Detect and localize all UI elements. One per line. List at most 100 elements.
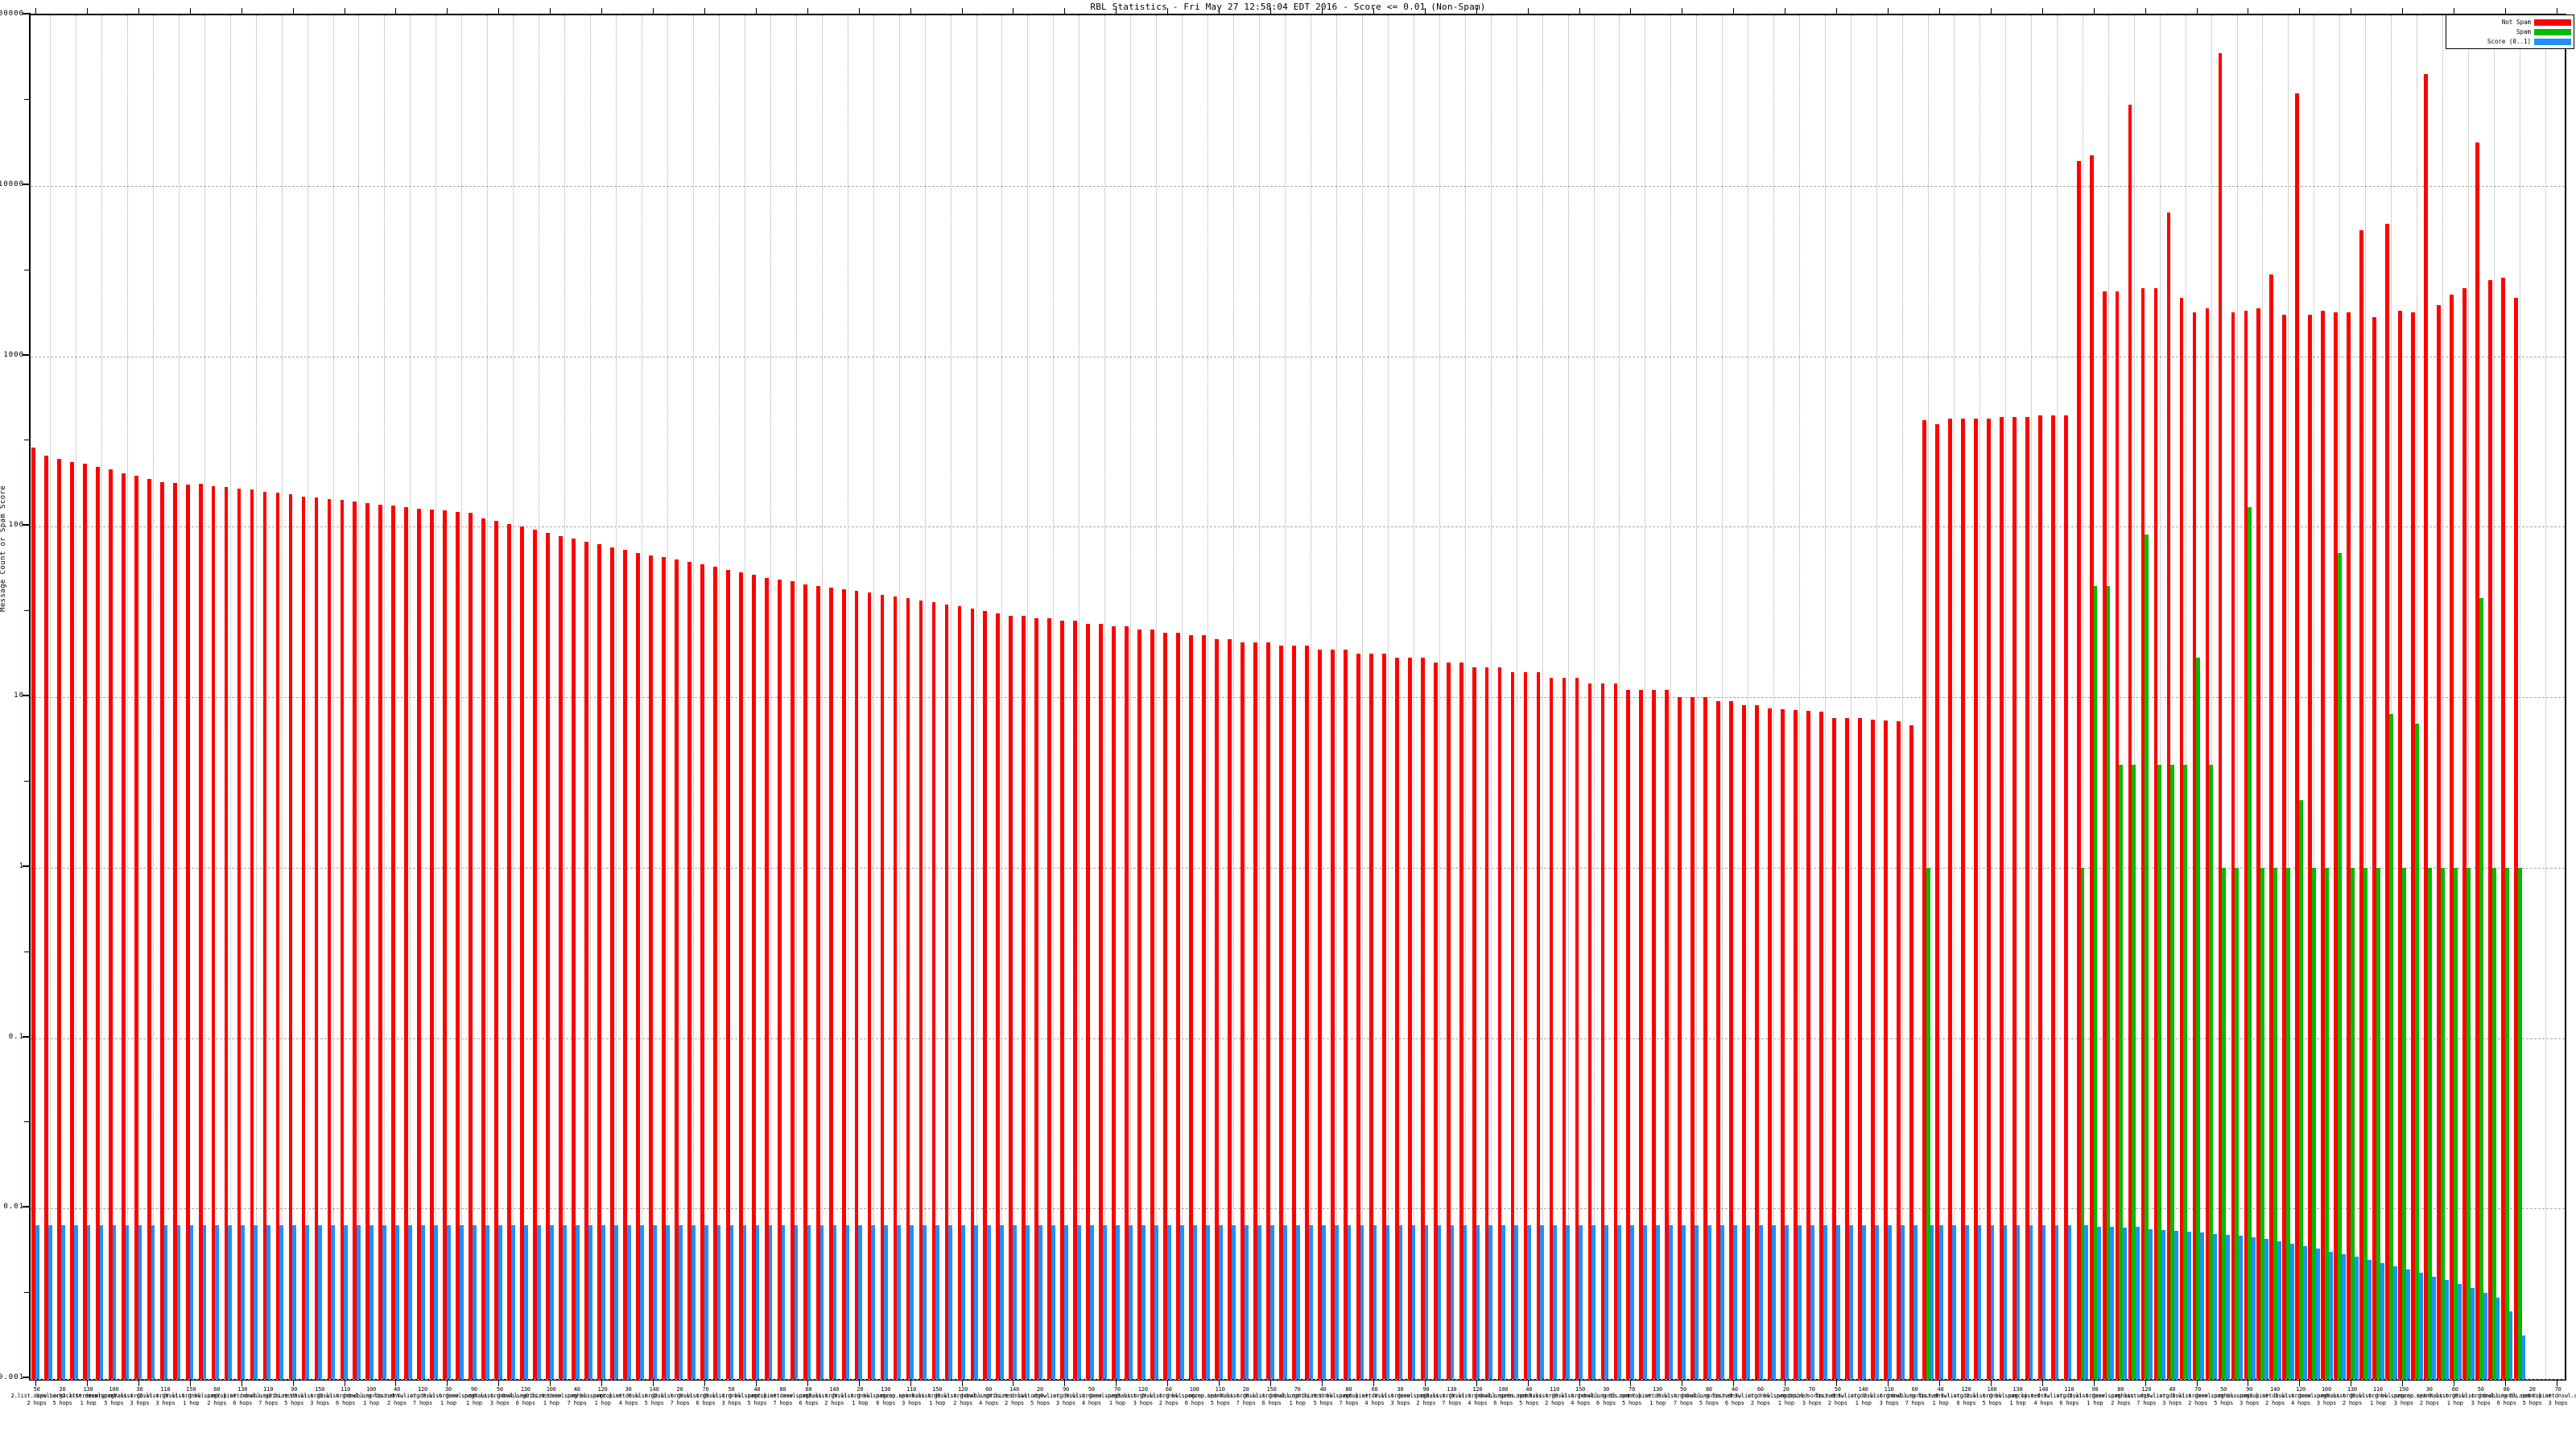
bar-not-spam[interactable] xyxy=(1407,658,1412,1379)
bar-group[interactable] xyxy=(1831,15,1844,1379)
bar-group[interactable] xyxy=(1162,15,1175,1379)
bar-score[interactable] xyxy=(575,1224,580,1379)
bar-group[interactable] xyxy=(2307,15,2320,1379)
bar-score[interactable] xyxy=(1257,1224,1261,1379)
bar-score[interactable] xyxy=(781,1224,786,1379)
bar-group[interactable] xyxy=(2294,15,2307,1379)
bar-score[interactable] xyxy=(1488,1224,1493,1379)
bar-score[interactable] xyxy=(395,1224,399,1379)
bar-score[interactable] xyxy=(1656,1224,1660,1379)
bar-group[interactable] xyxy=(815,15,828,1379)
bar-group[interactable] xyxy=(1124,15,1137,1379)
bar-score[interactable] xyxy=(1695,1224,1699,1379)
bar-not-spam[interactable] xyxy=(1497,667,1502,1379)
bar-group[interactable] xyxy=(1510,15,1523,1379)
bar-not-spam[interactable] xyxy=(1909,725,1913,1379)
bar-score[interactable] xyxy=(601,1224,605,1379)
bar-not-spam[interactable] xyxy=(1690,697,1695,1379)
bar-group[interactable] xyxy=(1651,15,1664,1379)
bar-score[interactable] xyxy=(1682,1224,1686,1379)
bar-group[interactable] xyxy=(2050,15,2063,1379)
bar-group[interactable] xyxy=(1934,15,1947,1379)
bar-group[interactable] xyxy=(2012,15,2025,1379)
bar-group[interactable] xyxy=(1625,15,1638,1379)
bar-score[interactable] xyxy=(125,1224,130,1379)
bar-not-spam[interactable] xyxy=(751,575,756,1379)
bar-group[interactable] xyxy=(2115,15,2128,1379)
bar-group[interactable] xyxy=(301,15,314,1379)
bar-score[interactable] xyxy=(344,1224,349,1379)
bar-not-spam[interactable] xyxy=(597,543,601,1379)
bar-not-spam[interactable] xyxy=(1639,690,1644,1379)
bar-score[interactable] xyxy=(151,1224,155,1379)
bar-not-spam[interactable] xyxy=(2128,104,2132,1379)
bar-score[interactable] xyxy=(1514,1224,1519,1379)
bar-not-spam[interactable] xyxy=(56,459,61,1379)
bar-not-spam[interactable] xyxy=(2385,223,2390,1379)
bar-not-spam[interactable] xyxy=(1047,618,1052,1379)
bar-not-spam[interactable] xyxy=(764,578,769,1379)
bar-not-spam[interactable] xyxy=(404,507,409,1379)
bar-score[interactable] xyxy=(2315,1249,2320,1379)
bar-not-spam[interactable] xyxy=(777,579,782,1379)
bar-not-spam[interactable] xyxy=(2282,315,2287,1379)
bar-score[interactable] xyxy=(1282,1224,1287,1379)
bar-score[interactable] xyxy=(2149,1228,2153,1379)
bar-not-spam[interactable] xyxy=(82,463,87,1379)
bar-group[interactable] xyxy=(1844,15,1857,1379)
bar-group[interactable] xyxy=(2244,15,2256,1379)
bar-not-spam[interactable] xyxy=(1112,626,1117,1379)
bar-group[interactable] xyxy=(429,15,442,1379)
bar-score[interactable] xyxy=(1630,1224,1635,1379)
bar-score[interactable] xyxy=(716,1224,721,1379)
bar-group[interactable] xyxy=(455,15,468,1379)
bar-score[interactable] xyxy=(1295,1224,1300,1379)
bar-group[interactable] xyxy=(2333,15,2346,1379)
bar-score[interactable] xyxy=(626,1224,631,1379)
bar-spam[interactable] xyxy=(2402,867,2406,1379)
bar-group[interactable] xyxy=(635,15,648,1379)
bar-group[interactable] xyxy=(1137,15,1150,1379)
bar-not-spam[interactable] xyxy=(841,588,846,1379)
bar-score[interactable] xyxy=(2392,1265,2397,1379)
bar-group[interactable] xyxy=(1536,15,1549,1379)
bar-score[interactable] xyxy=(1231,1224,1236,1379)
bar-group[interactable] xyxy=(2320,15,2333,1379)
bar-score[interactable] xyxy=(1385,1224,1390,1379)
bar-score[interactable] xyxy=(1501,1224,1506,1379)
bar-score[interactable] xyxy=(473,1224,477,1379)
bar-score[interactable] xyxy=(2444,1280,2449,1379)
bar-group[interactable] xyxy=(2205,15,2218,1379)
bar-not-spam[interactable] xyxy=(1716,700,1721,1379)
bar-group[interactable] xyxy=(237,15,250,1379)
bar-not-spam[interactable] xyxy=(443,510,448,1379)
bar-score[interactable] xyxy=(1874,1224,1879,1379)
bar-group[interactable] xyxy=(906,15,919,1379)
bar-group[interactable] xyxy=(2372,15,2384,1379)
bar-not-spam[interactable] xyxy=(1536,672,1541,1379)
bar-score[interactable] xyxy=(1938,1224,1943,1379)
bar-spam[interactable] xyxy=(2170,765,2175,1379)
bar-spam[interactable] xyxy=(2260,867,2265,1379)
bar-group[interactable] xyxy=(403,15,416,1379)
bar-score[interactable] xyxy=(2341,1253,2346,1379)
bar-not-spam[interactable] xyxy=(1897,721,1901,1379)
bar-not-spam[interactable] xyxy=(572,539,576,1379)
bar-not-spam[interactable] xyxy=(327,499,332,1379)
bar-group[interactable] xyxy=(1459,15,1472,1379)
bar-group[interactable] xyxy=(121,15,134,1379)
bar-group[interactable] xyxy=(95,15,108,1379)
bar-score[interactable] xyxy=(254,1224,258,1379)
bar-group[interactable] xyxy=(584,15,597,1379)
bar-not-spam[interactable] xyxy=(919,600,923,1379)
bar-score[interactable] xyxy=(1848,1224,1853,1379)
bar-score[interactable] xyxy=(1166,1224,1171,1379)
bar-not-spam[interactable] xyxy=(1073,621,1078,1379)
bar-score[interactable] xyxy=(524,1224,528,1379)
bar-group[interactable] xyxy=(1304,15,1317,1379)
bar-not-spam[interactable] xyxy=(1626,690,1631,1379)
bar-group[interactable] xyxy=(82,15,95,1379)
bar-not-spam[interactable] xyxy=(1176,632,1180,1379)
bar-not-spam[interactable] xyxy=(1562,677,1567,1379)
bar-group[interactable] xyxy=(134,15,147,1379)
